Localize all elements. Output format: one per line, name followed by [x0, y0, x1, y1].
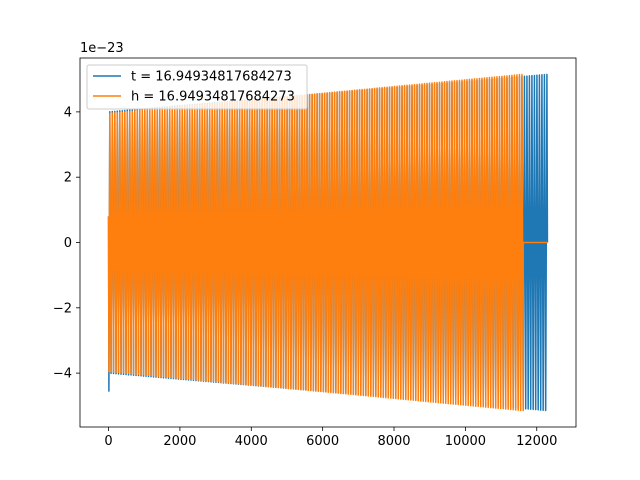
y-tick-label: 0 — [64, 236, 72, 251]
x-tick-label: 6000 — [306, 434, 339, 449]
x-tick-label: 10000 — [445, 434, 486, 449]
series-layer — [107, 73, 549, 412]
y-tick-label: 4 — [64, 105, 72, 120]
legend-frame — [86, 64, 308, 110]
y-axis: −4 −2 0 2 4 — [53, 105, 80, 382]
y-tick-label: −4 — [53, 367, 72, 382]
x-tick-label: 4000 — [235, 434, 268, 449]
series-line-h — [107, 73, 548, 412]
legend-label-h: h = 16.94934817684273 — [131, 90, 295, 105]
x-axis: 0 2000 4000 6000 8000 10000 12000 — [104, 427, 557, 449]
y-tick-label: −2 — [53, 301, 72, 316]
y-tick-label: 2 — [64, 171, 72, 186]
x-tick-label: 2000 — [163, 434, 196, 449]
y-offset-text: 1e−23 — [80, 41, 124, 56]
legend: t = 16.94934817684273 h = 16.94934817684… — [86, 64, 308, 110]
legend-label-t: t = 16.94934817684273 — [131, 70, 292, 85]
x-tick-label: 0 — [104, 434, 112, 449]
x-tick-label: 12000 — [516, 434, 557, 449]
x-tick-label: 8000 — [377, 434, 410, 449]
